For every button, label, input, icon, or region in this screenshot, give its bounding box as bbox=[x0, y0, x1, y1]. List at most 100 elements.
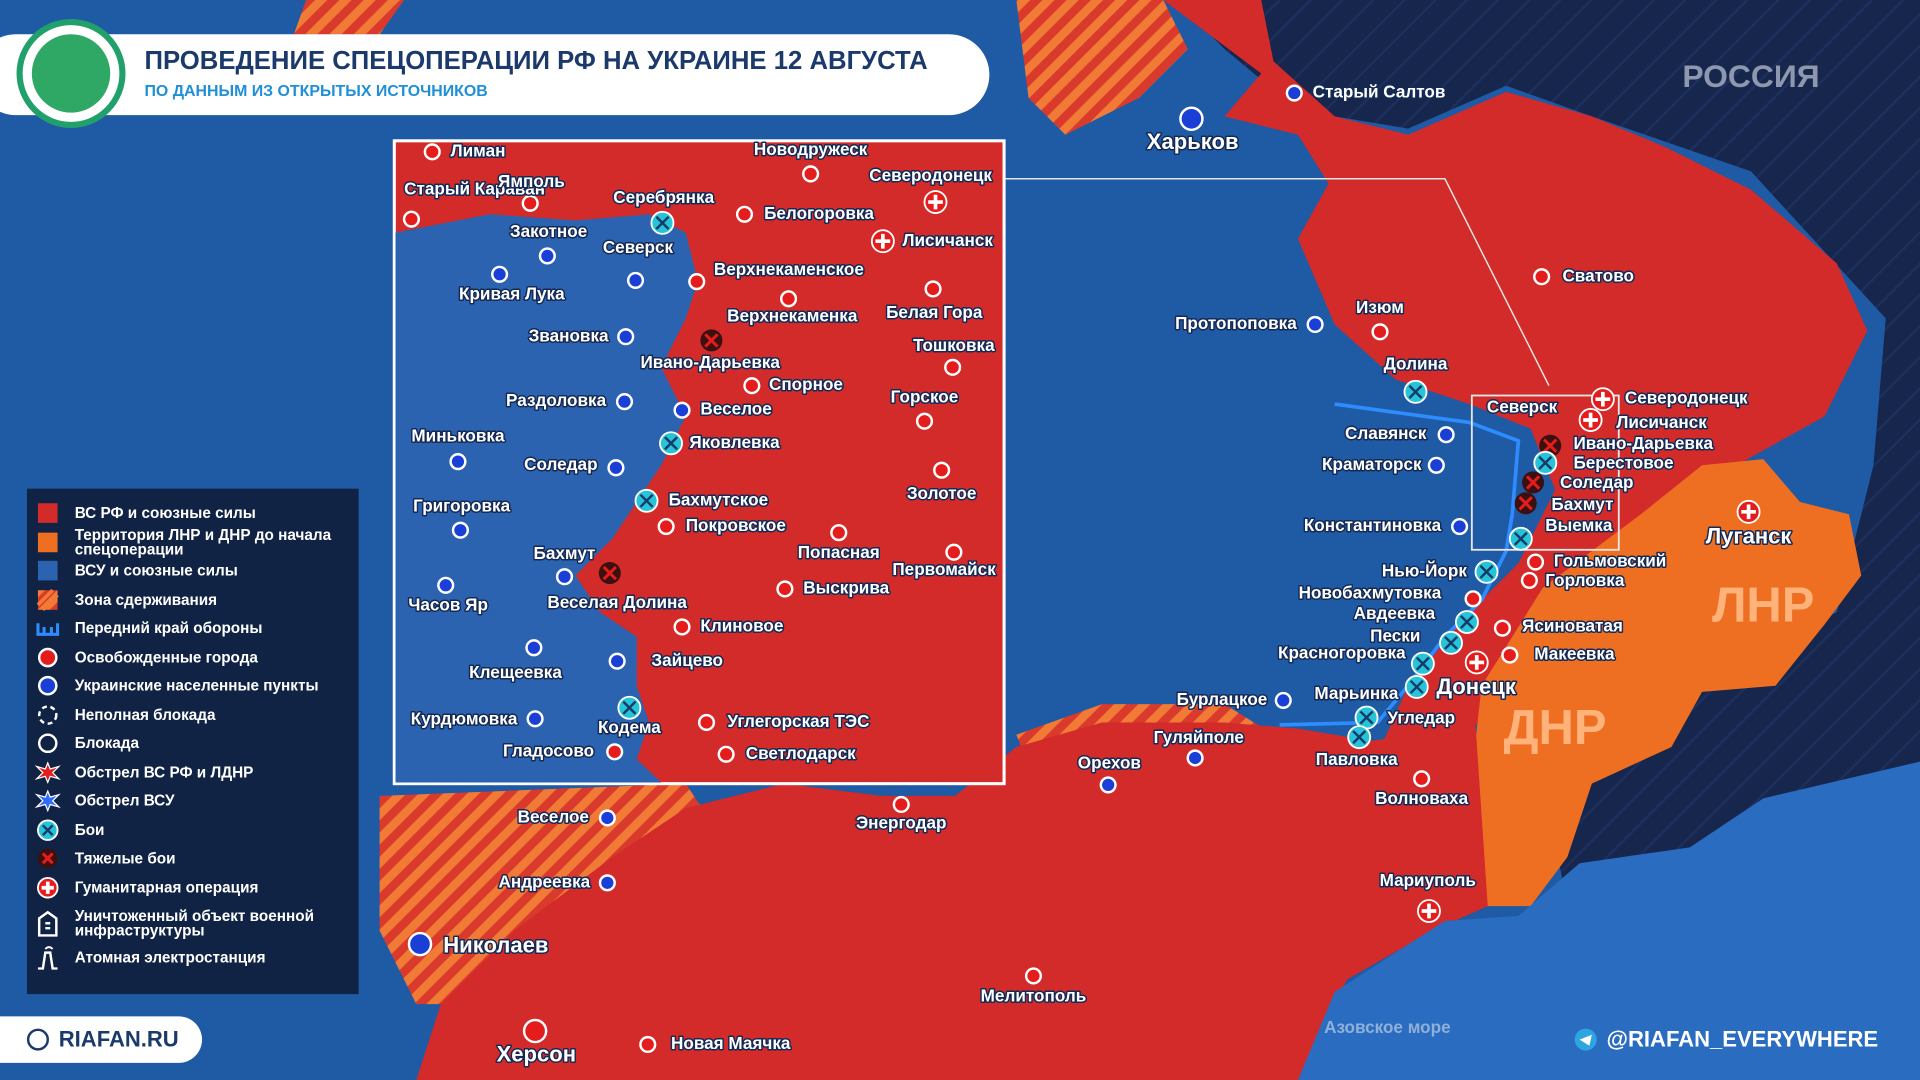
marker bbox=[423, 143, 441, 161]
marker bbox=[717, 745, 735, 763]
liberated-city bbox=[1526, 553, 1545, 571]
ukrainian-city bbox=[1099, 776, 1117, 794]
inset-pointer bbox=[1004, 178, 1550, 387]
inset bbox=[392, 139, 1006, 786]
city-label: Звановка bbox=[529, 325, 609, 345]
legend-label: Тяжелые бои bbox=[74, 850, 176, 868]
city-label: Первомайск bbox=[892, 559, 996, 579]
city-label: Макеевка bbox=[1534, 644, 1615, 664]
marker bbox=[1403, 379, 1428, 404]
marker bbox=[1578, 408, 1603, 432]
ukrainian-city bbox=[538, 247, 556, 265]
marker bbox=[650, 210, 675, 235]
marker bbox=[659, 431, 683, 456]
city-label: Николаев bbox=[443, 932, 548, 957]
marker bbox=[1590, 387, 1615, 412]
city-label: Верхнекаменка bbox=[727, 306, 858, 326]
city-label: Пески bbox=[1370, 625, 1420, 645]
marker bbox=[700, 329, 723, 352]
city-label: Ивано-Дарьевка bbox=[1573, 433, 1713, 453]
liberated-city bbox=[688, 273, 706, 291]
liberated-city bbox=[924, 280, 942, 298]
marker bbox=[526, 710, 544, 728]
marker bbox=[1533, 450, 1558, 475]
city-label: Закотное bbox=[510, 221, 587, 241]
marker bbox=[1474, 559, 1499, 584]
liberated-city bbox=[717, 745, 735, 763]
marker bbox=[1501, 646, 1519, 664]
marker bbox=[634, 488, 659, 513]
liberated-city bbox=[830, 524, 848, 542]
marker bbox=[923, 190, 948, 214]
humanitarian-cross bbox=[1421, 903, 1437, 919]
logo-globe bbox=[31, 34, 111, 113]
marker bbox=[944, 358, 962, 376]
fight-cross bbox=[1359, 710, 1374, 725]
marker bbox=[437, 576, 455, 594]
ukrainian-city bbox=[1451, 517, 1469, 536]
fight-cross bbox=[1409, 679, 1424, 694]
humanitarian-cross bbox=[1741, 504, 1756, 520]
city-label: Марьинка bbox=[1314, 683, 1398, 703]
humanitarian-cross bbox=[1595, 391, 1611, 407]
ukrainian-city bbox=[1306, 315, 1324, 334]
heavy-fight-cross bbox=[1542, 438, 1558, 453]
city-label: Сватово bbox=[1562, 265, 1634, 285]
city-label: Мариуполь bbox=[1380, 870, 1476, 890]
city-label: Веселое bbox=[518, 806, 589, 826]
ukrainian-city bbox=[1179, 106, 1204, 132]
legend-icon bbox=[36, 588, 59, 611]
azov-sea bbox=[1297, 761, 1920, 1080]
liberated-city bbox=[423, 143, 441, 161]
city-label: Андреевка bbox=[498, 871, 590, 891]
humanitarian-cross bbox=[1469, 655, 1485, 670]
city-label: Северодонецк bbox=[869, 165, 992, 185]
heavy-fight-cross bbox=[1518, 496, 1533, 511]
russia-area bbox=[1175, 0, 1920, 1080]
marker bbox=[1736, 499, 1761, 524]
marker bbox=[933, 461, 951, 479]
legend-label: Бои bbox=[74, 821, 105, 839]
marker bbox=[606, 743, 624, 761]
marker bbox=[525, 639, 543, 657]
region-label: ЛНР bbox=[1712, 579, 1814, 633]
marker bbox=[1508, 526, 1533, 551]
ukrainian-city bbox=[598, 809, 616, 827]
city-label: Нью-Йорк bbox=[1382, 560, 1467, 580]
legend-icon bbox=[37, 561, 58, 581]
lnr-dnr-territory bbox=[1469, 459, 1862, 907]
ukrainian-city bbox=[1437, 426, 1455, 444]
header-title: ПРОВЕДЕНИЕ СПЕЦОПЕРАЦИИ РФ НА УКРАИНЕ 12… bbox=[144, 47, 927, 75]
liberated-city bbox=[743, 377, 761, 395]
legend-label: Зона сдерживания bbox=[74, 591, 218, 609]
city-label: Луганск bbox=[1706, 523, 1793, 548]
legend-item: Зона сдерживания bbox=[34, 585, 351, 614]
legend-icon bbox=[37, 705, 58, 725]
fight-cross bbox=[1479, 564, 1494, 579]
marker bbox=[1514, 492, 1537, 515]
legend-label: ВС РФ и союзные силы bbox=[74, 504, 256, 522]
fight-cross bbox=[1415, 656, 1430, 671]
liberated-city bbox=[657, 517, 675, 536]
region-label: Азовское море bbox=[1324, 1017, 1451, 1037]
telegram-handle: @RIAFAN_EVERYWHERE bbox=[1607, 1027, 1879, 1052]
fight-cross bbox=[1352, 730, 1367, 745]
marker bbox=[1179, 106, 1204, 132]
legend-label: Атомная электростанция bbox=[74, 949, 266, 967]
city-label: Серебрянка bbox=[613, 187, 714, 207]
liberated-city bbox=[945, 543, 963, 561]
legend-icon bbox=[37, 647, 58, 668]
city-label: Северск bbox=[603, 237, 674, 257]
city-label: Протопоповка bbox=[1175, 313, 1297, 333]
fight-cross bbox=[1444, 635, 1459, 650]
fight-cross bbox=[1538, 455, 1553, 470]
city-label: Миньковка bbox=[411, 426, 505, 446]
city-label: Херсон bbox=[497, 1041, 576, 1066]
telegram-plane bbox=[1579, 1034, 1592, 1046]
marker bbox=[735, 205, 754, 223]
legend-label: Украинские населенные пункты bbox=[74, 677, 319, 695]
ukrainian-city bbox=[608, 652, 626, 670]
marker bbox=[1522, 471, 1545, 494]
header-bar bbox=[0, 34, 990, 116]
